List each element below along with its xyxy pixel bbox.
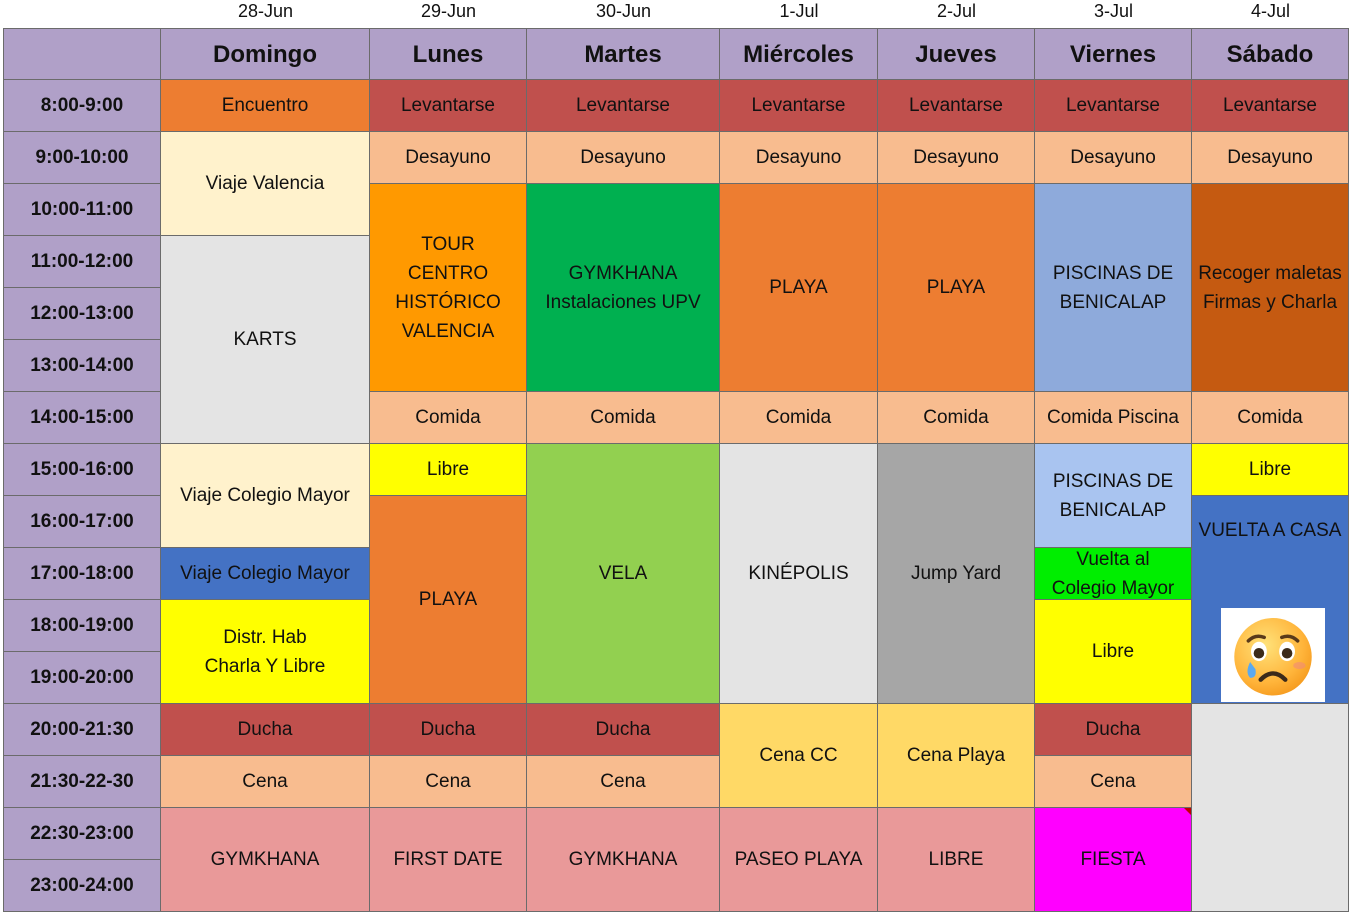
time-slot: 14:00-15:00 xyxy=(3,392,161,444)
event-block: PISCINAS DE BENICALAP xyxy=(1035,444,1192,548)
event-block: Desayuno xyxy=(527,132,720,184)
schedule-grid: 28-Jun 29-Jun 30-Jun 1-Jul 2-Jul 3-Jul 4-Jul Do… xyxy=(3,0,1349,912)
event-block: Ducha xyxy=(1035,704,1192,756)
time-slot: 15:00-16:00 xyxy=(3,444,161,496)
time-slot: 22:30-23:00 xyxy=(3,808,161,860)
event-block: GYMKHANA Instalaciones UPV xyxy=(527,184,720,392)
date-label: 4-Jul xyxy=(1250,1,1290,21)
event-block: Libre xyxy=(1192,444,1349,496)
day-header: Viernes xyxy=(1035,28,1192,80)
day-header: Jueves xyxy=(878,28,1035,80)
event-block: Levantarse xyxy=(370,80,527,132)
day-header: Miércoles xyxy=(720,28,878,80)
sad-tear-face-icon xyxy=(1221,608,1325,702)
time-slot: 16:00-17:00 xyxy=(3,496,161,548)
event-block: Cena xyxy=(161,756,370,808)
event-block: FIESTA xyxy=(1035,808,1192,912)
time-slot: 11:00-12:00 xyxy=(3,236,161,288)
event-block: PISCINAS DE BENICALAP xyxy=(1035,184,1192,392)
time-slot: 13:00-14:00 xyxy=(3,340,161,392)
comment-marker-icon xyxy=(1184,808,1191,815)
time-slot: 8:00-9:00 xyxy=(3,80,161,132)
event-block: VELA xyxy=(527,444,720,704)
event-block: Comida xyxy=(878,392,1035,444)
event-block: Vuelta al Colegio Mayor xyxy=(1035,548,1192,600)
event-block: Viaje Colegio Mayor xyxy=(161,548,370,600)
event-block xyxy=(1192,704,1349,912)
event-block: Levantarse xyxy=(1192,80,1349,132)
event-block: Viaje Colegio Mayor xyxy=(161,444,370,548)
event-block: Encuentro xyxy=(161,80,370,132)
event-block: Libre xyxy=(370,444,527,496)
event-block: Cena CC xyxy=(720,704,878,808)
event-block: Comida xyxy=(527,392,720,444)
event-block: Comida Piscina xyxy=(1035,392,1192,444)
time-slot: 10:00-11:00 xyxy=(3,184,161,236)
time-slot: 23:00-24:00 xyxy=(3,860,161,912)
event-block: Comida xyxy=(370,392,527,444)
time-slot: 19:00-20:00 xyxy=(3,652,161,704)
time-slot: 12:00-13:00 xyxy=(3,288,161,340)
event-block: Desayuno xyxy=(878,132,1035,184)
event-block: Libre xyxy=(1035,600,1192,704)
event-block: LIBRE xyxy=(878,808,1035,912)
day-header: Sábado xyxy=(1192,28,1349,80)
event-block: Cena xyxy=(370,756,527,808)
event-block: Ducha xyxy=(370,704,527,756)
day-header: Martes xyxy=(527,28,720,80)
event-block: Desayuno xyxy=(720,132,878,184)
time-slot: 18:00-19:00 xyxy=(3,600,161,652)
event-block: TOUR CENTRO HISTÓRICO VALENCIA xyxy=(370,184,527,392)
date-label: 3-Jul xyxy=(1093,1,1133,21)
event-block: Ducha xyxy=(161,704,370,756)
event-block: Comida xyxy=(720,392,878,444)
event-block: FIRST DATE xyxy=(370,808,527,912)
sad-tear-face-svg xyxy=(1234,618,1312,696)
time-slot: 20:00-21:30 xyxy=(3,704,161,756)
event-block: GYMKHANA xyxy=(161,808,370,912)
event-block: Desayuno xyxy=(1192,132,1349,184)
event-block: Distr. Hab Charla Y Libre xyxy=(161,600,370,704)
event-block: Desayuno xyxy=(1035,132,1192,184)
event-block: KARTS xyxy=(161,236,370,444)
date-label: 30-Jun xyxy=(595,1,652,21)
event-block: PLAYA xyxy=(720,184,878,392)
time-slot: 21:30-22-30 xyxy=(3,756,161,808)
event-block: PLAYA xyxy=(878,184,1035,392)
event-block: Levantarse xyxy=(720,80,878,132)
date-label: 29-Jun xyxy=(420,1,477,21)
event-block: Cena xyxy=(527,756,720,808)
event-block: Levantarse xyxy=(1035,80,1192,132)
day-header: Domingo xyxy=(161,28,370,80)
event-block: Recoger maletas Firmas y Charla xyxy=(1192,184,1349,392)
event-block: Viaje Valencia xyxy=(161,132,370,236)
event-block: Levantarse xyxy=(527,80,720,132)
time-slot: 9:00-10:00 xyxy=(3,132,161,184)
event-block: Cena Playa xyxy=(878,704,1035,808)
event-block: Desayuno xyxy=(370,132,527,184)
event-block: KINÉPOLIS xyxy=(720,444,878,704)
corner-cell xyxy=(3,28,161,80)
day-header: Lunes xyxy=(370,28,527,80)
date-label: 28-Jun xyxy=(237,1,294,21)
event-block: GYMKHANA xyxy=(527,808,720,912)
event-block: Levantarse xyxy=(878,80,1035,132)
event-block: PASEO PLAYA xyxy=(720,808,878,912)
date-label: 1-Jul xyxy=(779,1,819,21)
event-block: Comida xyxy=(1192,392,1349,444)
time-slot: 17:00-18:00 xyxy=(3,548,161,600)
event-block: PLAYA xyxy=(370,496,527,704)
event-block: Jump Yard xyxy=(878,444,1035,704)
event-block: Ducha xyxy=(527,704,720,756)
event-block: Cena xyxy=(1035,756,1192,808)
date-label: 2-Jul xyxy=(936,1,976,21)
